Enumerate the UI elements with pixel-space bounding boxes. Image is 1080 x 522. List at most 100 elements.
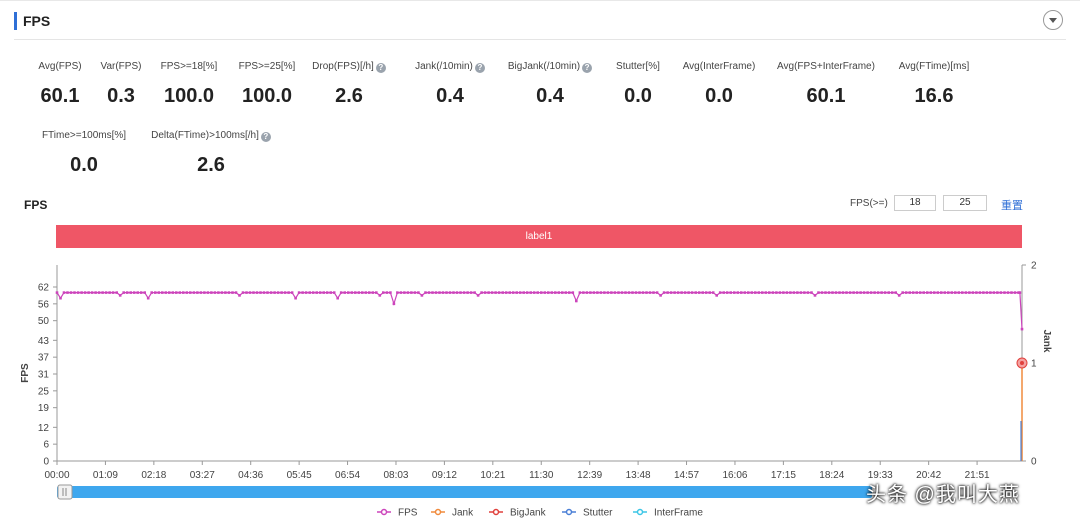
fps-point [1020, 327, 1024, 331]
metric-label: Avg(FPS+InterFrame) [756, 60, 896, 74]
fps-point [894, 291, 897, 294]
fps-point [620, 291, 624, 294]
y-tick-label: 25 [38, 386, 50, 397]
metric-value: 16.6 [914, 85, 954, 107]
fps-point [645, 291, 648, 294]
help-icon[interactable]: ? [474, 63, 485, 73]
fps-point [750, 291, 754, 294]
fps-point [718, 291, 722, 294]
collapse-button[interactable] [1043, 10, 1063, 30]
metric-label-text: BigJank(/10min) [507, 61, 581, 72]
fps-point [111, 291, 115, 294]
fps-point [259, 291, 262, 294]
metric-label-text: Avg(FPS) [38, 61, 82, 72]
fps-point [90, 291, 94, 294]
y-tick-label: 50 [38, 316, 50, 327]
fps-point [487, 291, 490, 294]
fps-point [287, 291, 290, 294]
fps-point [1018, 291, 1022, 294]
help-icon[interactable]: ? [582, 63, 593, 73]
legend-marker-jank [434, 508, 442, 516]
help-icon[interactable]: ? [375, 63, 386, 73]
metric-r2-0: FTime>=100ms[%] 0.0 [14, 129, 154, 177]
fps-point [529, 291, 532, 294]
metric-label: Avg(FPS) [0, 60, 130, 74]
fps-point [325, 291, 329, 294]
fps-point [908, 291, 911, 294]
fps-point [290, 291, 294, 294]
metric-label: FPS>=18[%] [119, 60, 259, 74]
fps-point [392, 302, 396, 306]
metric-label-text: FTime>=100ms[%] [41, 130, 127, 141]
y-tick-label: 43 [38, 336, 50, 347]
reset-link[interactable]: 重置 [1001, 200, 1023, 212]
fps-point [743, 291, 747, 294]
fps-point [687, 291, 690, 294]
fps-point [234, 291, 238, 294]
fps-point [996, 291, 999, 294]
x-tick-label: 18:24 [819, 470, 844, 481]
fps-point [459, 291, 462, 294]
y-tick-label: 37 [38, 353, 50, 364]
fps-point [813, 294, 817, 297]
fps-point [733, 291, 736, 294]
fps-point [452, 291, 455, 294]
fps-point [350, 291, 354, 294]
fps-point [806, 291, 810, 294]
fps-point [947, 291, 950, 294]
fps-point [841, 291, 845, 294]
fps-point [536, 291, 539, 294]
fps-point [213, 291, 217, 294]
metric-value: 0.0 [705, 85, 733, 107]
x-tick-label: 20:42 [916, 470, 941, 481]
fps-point [368, 291, 371, 294]
metric-r1-2: FPS>=18[%] 100.0 [119, 60, 259, 108]
help-icon[interactable]: ? [260, 132, 271, 142]
fps-point [269, 291, 273, 294]
fps-point [154, 291, 157, 294]
fps-point [817, 291, 820, 294]
fps-point [592, 291, 596, 294]
fps-point [129, 291, 132, 294]
metric-r1-1: Var(FPS) 0.3 [51, 60, 191, 108]
fps-point [992, 291, 996, 294]
fps-point [294, 296, 297, 300]
fps-point [782, 291, 785, 294]
fps-point [838, 291, 841, 294]
fps-point [227, 291, 231, 294]
fps-point [192, 291, 196, 294]
fps-point [80, 291, 83, 294]
metric-label-text: Avg(InterFrame) [682, 61, 756, 72]
fps-point [862, 291, 866, 294]
fps-point [466, 291, 469, 294]
y-tick-label: 62 [38, 283, 50, 294]
fps-point [897, 294, 901, 297]
fps-threshold-2-input[interactable]: 25 [943, 195, 987, 211]
fps-point [361, 291, 364, 294]
fps-point [354, 291, 357, 294]
fps-point [722, 291, 725, 294]
fps-point [364, 291, 368, 294]
legend-label-interframe: InterFrame [654, 508, 703, 519]
fps-point [462, 291, 466, 294]
metric-value: 60.1 [40, 85, 80, 107]
fps-point [740, 291, 743, 294]
y2-tick-label: 1 [1031, 359, 1037, 370]
fps-point [669, 291, 673, 294]
fps-point [582, 291, 585, 294]
fps-point [189, 291, 192, 294]
fps-point [217, 291, 220, 294]
metric-r1-7: Stutter[%] 0.0 [568, 60, 708, 108]
fps-point [231, 291, 234, 294]
fps-point [940, 291, 943, 294]
fps-point [122, 291, 125, 294]
fps-point [66, 291, 69, 294]
fps-threshold-1-input[interactable]: 18 [894, 195, 936, 211]
fps-point [1010, 291, 1013, 294]
fps-point [83, 291, 87, 294]
fps-point [778, 291, 782, 294]
fps-point [248, 291, 252, 294]
fps-point [371, 291, 375, 294]
fps-point [936, 291, 940, 294]
fps-point [150, 291, 153, 294]
